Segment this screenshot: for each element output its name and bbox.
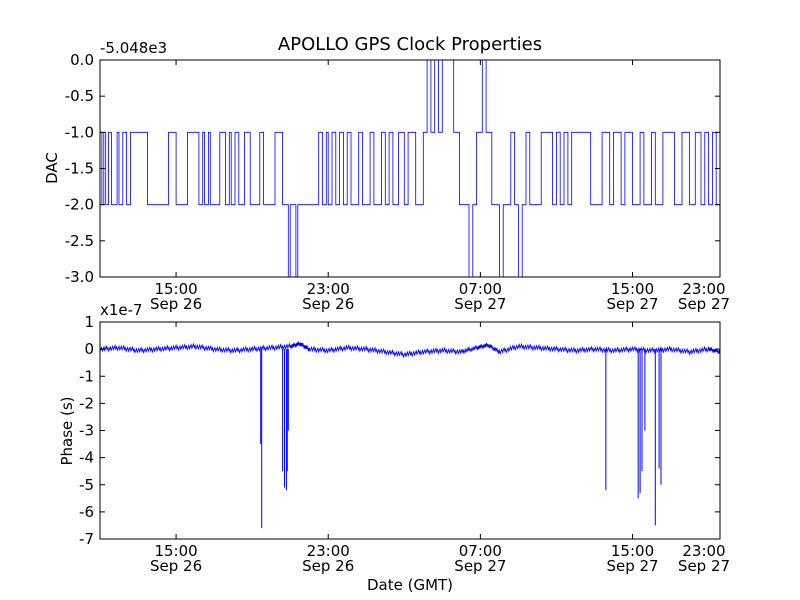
phase-xtick-time: 07:00	[459, 542, 502, 560]
dac-xtick-time: 07:00	[459, 280, 502, 298]
phase-ytick-label: -1	[79, 367, 94, 385]
dac-panel: -5.048e3 DAC 0.0 -0.5 -1.0 -1.5 -2.0 -2.5 -3.0…	[43, 39, 730, 313]
phase-ytick-label: -4	[79, 449, 94, 467]
dac-xtick-time: 15:00	[611, 280, 654, 298]
chart-title: APOLLO GPS Clock Properties	[278, 34, 542, 55]
phase-ytick-label: -2	[79, 394, 94, 412]
dac-xtick-date: Sep 27	[678, 295, 730, 313]
dac-xtick-time: 23:00	[682, 280, 725, 298]
phase-xtick-date: Sep 27	[454, 557, 506, 575]
phase-ytick-label: -6	[79, 503, 94, 521]
phase-xtick-date: Sep 27	[678, 557, 730, 575]
dac-xtick-time: 23:00	[307, 280, 350, 298]
phase-xtick-date: Sep 26	[150, 557, 202, 575]
dac-xtick-time: 15:00	[154, 280, 197, 298]
dac-xtick-date: Sep 27	[454, 295, 506, 313]
phase-xtick-time: 15:00	[154, 542, 197, 560]
phase-xtick-time: 23:00	[682, 542, 725, 560]
phase-xtick-date: Sep 26	[302, 557, 354, 575]
dac-ytick-label: -1.0	[65, 123, 94, 141]
dac-ylabel: DAC	[43, 152, 61, 184]
phase-series	[100, 341, 720, 529]
phase-ytick-label: -7	[79, 530, 94, 548]
phase-panel: x1e-7 Phase (s) 10-1-2-3-4-5-6-715:00Sep…	[58, 301, 730, 575]
phase-ytick-label: 1	[84, 313, 94, 331]
phase-plot-frame	[99, 321, 721, 540]
dac-ytick-label: -0.5	[65, 87, 94, 105]
dac-xtick-date: Sep 26	[150, 295, 202, 313]
dac-ytick-label: -1.5	[65, 160, 94, 178]
dac-xtick-date: Sep 27	[606, 295, 658, 313]
dac-offset-text: -5.048e3	[100, 39, 167, 57]
phase-ytick-label: -3	[79, 422, 94, 440]
dac-ytick-label: -2.0	[65, 196, 94, 214]
dac-xtick-date: Sep 26	[302, 295, 354, 313]
phase-offset-text: x1e-7	[100, 301, 143, 319]
dac-plot-frame	[99, 59, 721, 278]
phase-ytick-label: 0	[84, 340, 94, 358]
phase-ytick-label: -5	[79, 476, 94, 494]
phase-series-line	[100, 341, 720, 359]
x-axis-label: Date (GMT)	[367, 576, 453, 594]
dac-ytick-label: -3.0	[65, 268, 94, 286]
phase-xtick-date: Sep 27	[606, 557, 658, 575]
phase-xtick-time: 15:00	[611, 542, 654, 560]
dac-series	[100, 60, 720, 277]
dac-ytick-label: 0.0	[70, 51, 94, 69]
phase-ylabel: Phase (s)	[58, 396, 76, 465]
dac-ytick-label: -2.5	[65, 232, 94, 250]
dac-series-line	[100, 60, 720, 277]
phase-xtick-time: 23:00	[307, 542, 350, 560]
